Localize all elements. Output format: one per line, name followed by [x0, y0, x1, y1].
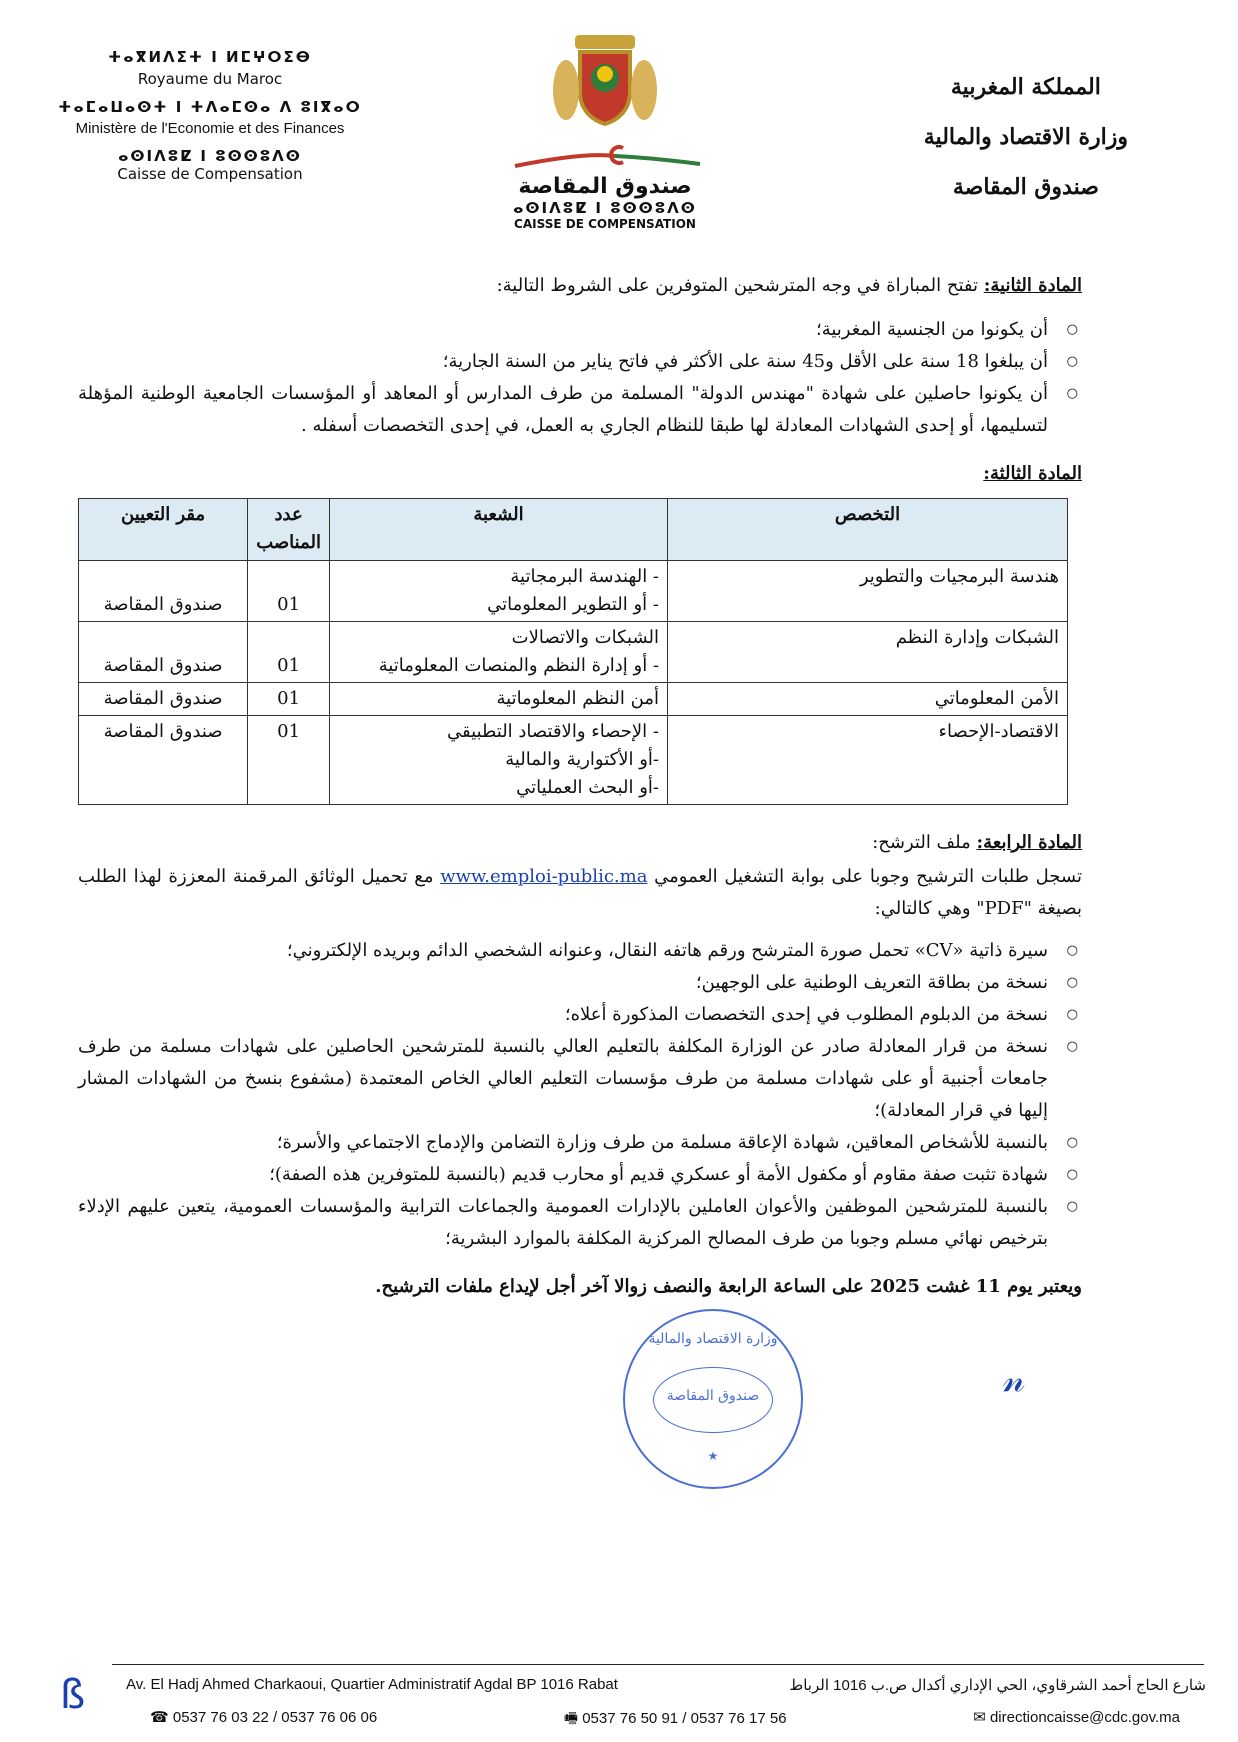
- article-3-title: المادة الثالثة:: [983, 463, 1082, 484]
- stamp-outer-text: وزارة الاقتصاد والمالية: [648, 1331, 778, 1347]
- cell-spec: الأمن المعلوماتي: [667, 682, 1068, 716]
- fax-numbers: 0537 76 50 91 / 0537 76 17 56: [582, 1710, 787, 1727]
- email-address[interactable]: directioncaisse@cdc.gov.ma: [989, 1709, 1180, 1726]
- p-after: مع تحميل الوثائق المرقمنة المعززة لهذا ا…: [78, 866, 1082, 919]
- cell-spec: هندسة البرمجيات والتطوير: [667, 560, 1068, 622]
- logo-tifinagh: ⴰⵙⵏⴷⵓⵇ ⵏ ⵓⵙⵙⵓⴷⵙ: [513, 199, 697, 217]
- table-row: الاقتصاد-الإحصاء - الإحصاء والاقتصاد الت…: [77, 715, 1068, 805]
- branch-line: - الإحصاء والاقتصاد التطبيقي: [447, 721, 659, 742]
- phone: ☎ 0537 76 03 22 / 0537 76 06 06: [150, 1708, 377, 1733]
- table-row: هندسة البرمجيات والتطوير - الهندسة البرم…: [77, 560, 1068, 622]
- cell-branch: الشبكات والاتصالات - أو إدارة النظم والمن…: [329, 621, 668, 683]
- email-icon: ✉: [973, 1709, 990, 1726]
- phone-icon: ☎: [150, 1709, 173, 1726]
- tifinagh-kingdom: ⵜⴰⴳⵍⴷⵉⵜ ⵏ ⵍⵎⵖⵔⵉⴱ: [108, 48, 312, 66]
- footer-contacts: ☎ 0537 76 03 22 / 0537 76 06 06 🖷 0537 7…: [150, 1708, 1180, 1733]
- article-4-title: المادة الرابعة:: [976, 832, 1083, 853]
- article-2: المادة الثانية: تفتح المباراة في وجه الم…: [78, 270, 1082, 442]
- branch-line: أمن النظم المعلوماتية: [496, 688, 659, 709]
- col-place: مقر التعيين: [77, 498, 249, 561]
- branch-line: - الهندسة البرمجاتية: [510, 566, 659, 587]
- condition-item: أن يكونوا حاصلين على شهادة "مهندس الدولة…: [78, 378, 1082, 442]
- article-4: المادة الرابعة: ملف الترشح: تسجل طلبات ا…: [78, 827, 1082, 1303]
- document-item: نسخة من قرار المعادلة صادر عن الوزارة ال…: [78, 1031, 1082, 1127]
- table-row: الأمن المعلوماتي أمن النظم المعلوماتية 0…: [77, 682, 1068, 716]
- kingdom-ar: المملكة المغربية: [950, 74, 1101, 100]
- ministry-ar: وزارة الاقتصاد والمالية: [923, 124, 1128, 150]
- deadline-text: ويعتبر يوم 11 غشت 2025 على الساعة الرابع…: [375, 1276, 1082, 1297]
- article-2-intro: تفتح المباراة في وجه المترشحين المتوفرين…: [496, 275, 984, 296]
- cell-place: صندوق المقاصة: [77, 621, 249, 683]
- stamp-row: وزارة الاقتصاد والمالية صندوق المقاصة ★ …: [78, 1309, 1082, 1489]
- document-item: نسخة من بطاقة التعريف الوطنية على الوجهي…: [78, 967, 1082, 999]
- branch-line: - أو التطوير المعلوماتي: [487, 594, 659, 615]
- footer-divider: [112, 1664, 1204, 1665]
- caisse-ar: صندوق المقاصة: [952, 174, 1099, 200]
- branch-line: - أو إدارة النظم والمنصات المعلوماتية: [378, 655, 659, 676]
- document-item: نسخة من الدبلوم المطلوب في إحدى التخصصات…: [78, 999, 1082, 1031]
- fax-icon: 🖷: [563, 1710, 583, 1727]
- caisse-fr: Caisse de Compensation: [117, 165, 303, 183]
- signature-mark-icon: 𝓃: [1003, 1359, 1026, 1400]
- cell-count: 01: [247, 560, 330, 622]
- logo-swoosh-icon: [514, 145, 701, 168]
- address-ar: شارع الحاج أحمد الشرقاوي، الحي الإداري أ…: [789, 1677, 1206, 1694]
- document-item: شهادة تثبت صفة مقاوم أو مكفول الأمة أو ع…: [78, 1159, 1082, 1191]
- document-body: المادة الثانية: تفتح المباراة في وجه الم…: [77, 270, 1082, 1489]
- logo-fr: CAISSE DE COMPENSATION: [514, 217, 696, 231]
- branch-line: الشبكات والاتصالات: [511, 627, 659, 648]
- p-before: تسجل طلبات الترشيح وجوبا على بوابة التشغ…: [647, 866, 1082, 887]
- tifinagh-caisse: ⴰⵙⵏⴷⵓⵇ ⵏ ⵓⵙⵙⵓⴷⵙ: [118, 147, 302, 165]
- address-fr: Av. El Hadj Ahmed Charkaoui, Quartier Ad…: [126, 1676, 618, 1693]
- ministry-fr: Ministère de l'Economie et des Finances: [75, 120, 345, 137]
- document-item: بالنسبة للمترشحين الموظفين والأعوان العا…: [78, 1191, 1082, 1255]
- logo: صندوق المقاصة ⴰⵙⵏⴷⵓⵇ ⵏ ⵓⵙⵙⵓⴷⵙ CAISSE DE …: [500, 30, 710, 231]
- document-item: سيرة ذاتية «CV» تحمل صورة المترشح ورقم ه…: [78, 935, 1082, 967]
- cell-place: صندوق المقاصة: [77, 560, 249, 622]
- cell-branch: - الهندسة البرمجاتية - أو التطوير المعلوم…: [329, 560, 668, 622]
- table-row: الشبكات وإدارة النظم الشبكات والاتصالات -…: [77, 621, 1068, 683]
- header-right: المملكة المغربية وزارة الاقتصاد والمالية…: [924, 62, 1128, 212]
- condition-item: أن يبلغوا 18 سنة على الأقل و45 سنة على ا…: [78, 346, 1082, 378]
- cell-spec: الشبكات وإدارة النظم: [667, 621, 1068, 683]
- cell-branch: أمن النظم المعلوماتية: [329, 682, 668, 716]
- stamp-star-icon: ★: [707, 1449, 719, 1463]
- cell-place: صندوق المقاصة: [77, 682, 249, 716]
- official-stamp: وزارة الاقتصاد والمالية صندوق المقاصة ★: [623, 1309, 803, 1489]
- article-2-title: المادة الثانية:: [983, 275, 1082, 296]
- cell-count: 01: [247, 621, 330, 683]
- emploi-public-link[interactable]: www.emploi-public.ma: [440, 866, 648, 887]
- col-branch: الشعبة: [329, 498, 668, 561]
- logo-ar: صندوق المقاصة: [518, 174, 692, 199]
- branch-line: -أو البحث العملياتي: [516, 777, 659, 798]
- cell-count: 01: [247, 682, 330, 716]
- specialties-table: التخصص الشعبة عدد المناصب مقر التعيين هن…: [77, 498, 1068, 805]
- article-4-paragraph: تسجل طلبات الترشيح وجوبا على بوابة التشغ…: [78, 861, 1082, 925]
- cell-branch: - الإحصاء والاقتصاد التطبيقي -أو الأكتوار…: [329, 715, 668, 805]
- col-specialty: التخصص: [667, 498, 1068, 561]
- col-count: عدد المناصب: [247, 498, 330, 561]
- cell-spec: الاقتصاد-الإحصاء: [667, 715, 1068, 805]
- table-header-row: التخصص الشعبة عدد المناصب مقر التعيين: [77, 498, 1068, 561]
- cell-place: صندوق المقاصة: [77, 715, 249, 805]
- header-left: ⵜⴰⴳⵍⴷⵉⵜ ⵏ ⵍⵎⵖⵔⵉⴱ Royaume du Maroc ⵜⴰⵎⴰⵡⴰ…: [40, 44, 380, 193]
- footer-address: Av. El Hadj Ahmed Charkaoui, Quartier Ad…: [126, 1676, 1206, 1694]
- article-4-intro: ملف الترشح:: [872, 832, 977, 853]
- tifinagh-ministry: ⵜⴰⵎⴰⵡⴰⵙⵜ ⵏ ⵜⴷⴰⵎⵙⴰ ⴷ ⵓⵏⴳⴰⵔ: [58, 98, 362, 116]
- document-item: بالنسبة للأشخاص المعاقين، شهادة الإعاقة …: [78, 1127, 1082, 1159]
- branch-line: -أو الأكتوارية والمالية: [505, 749, 659, 770]
- coat-of-arms-icon: [553, 35, 657, 127]
- stamp-inner-text: صندوق المقاصة: [653, 1367, 773, 1433]
- condition-item: أن يكونوا من الجنسية المغربية؛: [78, 314, 1082, 346]
- initials-mark-icon: ß: [60, 1672, 86, 1718]
- fax: 🖷 0537 76 50 91 / 0537 76 17 56: [564, 1708, 787, 1733]
- email: ✉ directioncaisse@cdc.gov.ma: [973, 1708, 1180, 1733]
- kingdom-fr: Royaume du Maroc: [137, 70, 283, 88]
- phone-numbers: 0537 76 03 22 / 0537 76 06 06: [172, 1709, 378, 1726]
- cell-count: 01: [247, 715, 330, 805]
